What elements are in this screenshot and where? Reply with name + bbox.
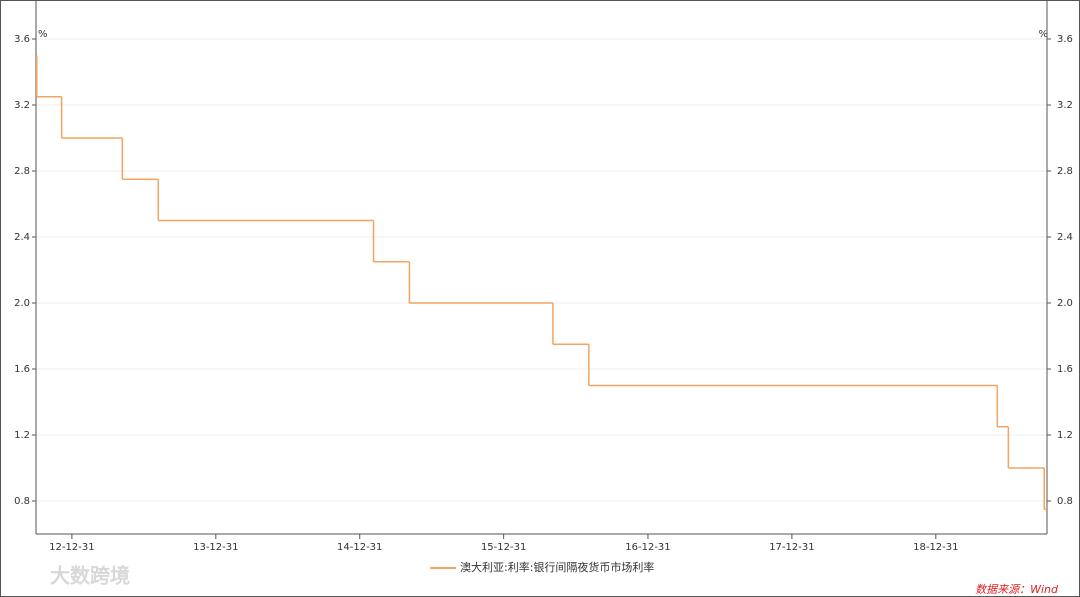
x-tick-label: 13-12-31 bbox=[193, 542, 238, 553]
y-tick-label: 3.2 bbox=[14, 100, 30, 111]
y2-tick-label: 1.6 bbox=[1057, 364, 1073, 375]
y2-tick-label: 0.8 bbox=[1057, 496, 1073, 507]
y2-tick-label: 2.8 bbox=[1057, 166, 1073, 177]
y-tick-label: 1.2 bbox=[14, 430, 30, 441]
y2-tick-label: 3.2 bbox=[1057, 100, 1073, 111]
x-tick-label: 12-12-31 bbox=[49, 542, 94, 553]
source: 数据来源：Wind bbox=[975, 583, 1059, 596]
y2-tick-label: 3.6 bbox=[1057, 34, 1073, 45]
y2-tick-label: 1.2 bbox=[1057, 430, 1073, 441]
x-tick-label: 17-12-31 bbox=[769, 542, 814, 553]
y-tick-label: 2.8 bbox=[14, 166, 30, 177]
y-tick-label: 3.6 bbox=[14, 34, 30, 45]
y2-tick-label: 2.0 bbox=[1057, 298, 1073, 309]
x-tick-label: 15-12-31 bbox=[481, 542, 526, 553]
y-tick-label: 2.0 bbox=[14, 298, 30, 309]
legend-label: 澳大利亚:利率:银行间隔夜货币市场利率 bbox=[460, 560, 654, 574]
x-tick-label: 16-12-31 bbox=[625, 542, 670, 553]
unit-left: % bbox=[38, 29, 48, 40]
y-tick-label: 2.4 bbox=[14, 232, 30, 243]
x-tick-label: 14-12-31 bbox=[337, 542, 382, 553]
y-tick-label: 0.8 bbox=[14, 496, 30, 507]
y-tick-label: 1.6 bbox=[14, 364, 30, 375]
watermark: 大数跨境 bbox=[50, 564, 130, 588]
y2-tick-label: 2.4 bbox=[1057, 232, 1073, 243]
x-tick-label: 18-12-31 bbox=[913, 542, 958, 553]
unit-right: % bbox=[1038, 29, 1048, 40]
